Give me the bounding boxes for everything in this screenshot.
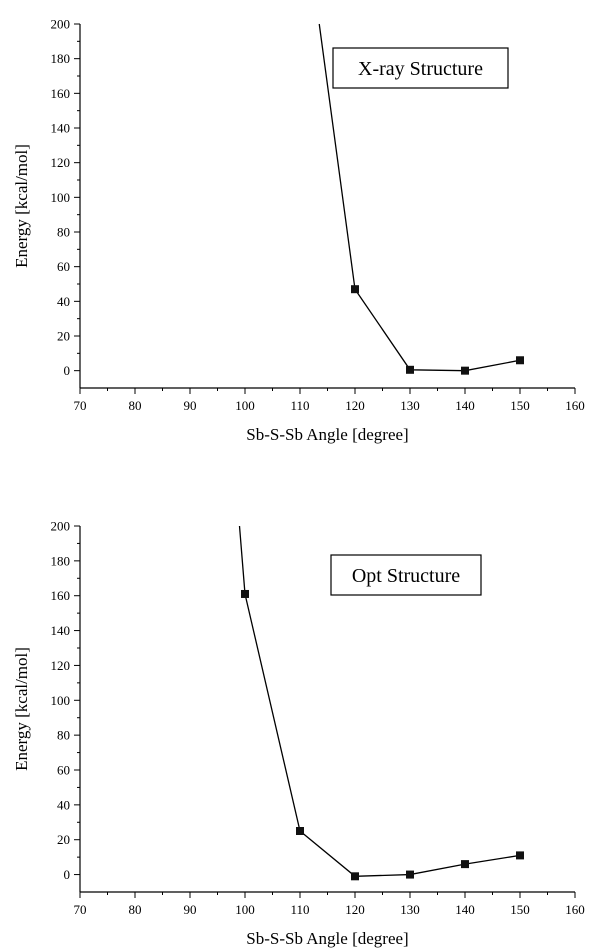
y-tick-label: 120 [51, 658, 71, 673]
data-point-marker [351, 872, 359, 881]
x-tick-label: 150 [510, 398, 530, 413]
legend-box [332, 47, 509, 89]
y-tick-label: 180 [51, 51, 71, 66]
data-point-marker [351, 285, 359, 294]
y-axis-title: Energy [kcal/mol] [12, 144, 31, 268]
y-tick-label: 140 [51, 623, 71, 638]
x-tick-label: 90 [184, 902, 197, 917]
data-point-marker [461, 860, 469, 869]
x-tick-label: 130 [400, 398, 420, 413]
x-tick-label: 70 [74, 398, 87, 413]
data-point-marker [516, 851, 524, 860]
y-tick-label: 180 [51, 553, 71, 568]
y-tick-label: 20 [57, 329, 70, 344]
x-tick-label: 110 [290, 398, 309, 413]
chart-xray-structure: 0 20 40 60 80 100 120 140 160 180 200 70 80 90 100 110 1… [12, 17, 585, 445]
data-point-marker [516, 356, 524, 365]
y-tick-label: 80 [57, 225, 70, 240]
x-tick-label: 110 [290, 902, 309, 917]
y-tick-label: 40 [57, 294, 70, 309]
y-tick-label: 100 [51, 190, 71, 205]
x-tick-label: 100 [235, 398, 255, 413]
chart-opt-structure: 0 20 40 60 80 100 120 140 160 180 200 70 80 90 100 110 1… [12, 519, 585, 949]
y-axis-title: Energy [kcal/mol] [12, 647, 31, 771]
x-tick-label: 160 [565, 902, 585, 917]
y-tick-label: 200 [51, 17, 71, 32]
data-point-marker [406, 365, 414, 374]
legend-label: Opt Structure [352, 565, 460, 587]
data-point-marker [406, 870, 414, 879]
x-axis-title: Sb-S-Sb Angle [degree] [246, 425, 408, 444]
y-tick-label: 40 [57, 797, 70, 812]
y-tick-label: 60 [57, 763, 70, 778]
legend-box [330, 554, 482, 596]
x-tick-label: 80 [129, 398, 142, 413]
x-tick-label: 80 [129, 902, 142, 917]
y-tick-label: 200 [51, 519, 71, 534]
y-tick-label: 100 [51, 693, 71, 708]
y-tick-label: 0 [64, 363, 71, 378]
y-tick-label: 140 [51, 121, 71, 136]
x-tick-label: 130 [400, 902, 420, 917]
y-tick-label: 80 [57, 728, 70, 743]
data-point-marker [241, 589, 249, 598]
data-point-marker [296, 827, 304, 835]
x-tick-label: 120 [345, 398, 365, 413]
x-tick-label: 90 [184, 398, 197, 413]
x-tick-label: 120 [345, 902, 365, 917]
x-tick-label: 150 [510, 902, 530, 917]
y-tick-label: 20 [57, 832, 70, 847]
y-tick-label: 160 [51, 588, 71, 603]
x-axis-title: Sb-S-Sb Angle [degree] [246, 929, 408, 948]
y-tick-label: 0 [64, 867, 71, 882]
legend-label: X-ray Structure [358, 58, 483, 80]
x-tick-label: 70 [74, 902, 87, 917]
y-tick-label: 60 [57, 259, 70, 274]
data-point-marker [461, 366, 469, 375]
x-tick-label: 160 [565, 398, 585, 413]
x-tick-label: 100 [235, 902, 255, 917]
x-tick-label: 140 [455, 902, 475, 917]
y-tick-label: 160 [51, 86, 71, 101]
y-tick-label: 120 [51, 155, 71, 170]
x-tick-label: 140 [455, 398, 475, 413]
